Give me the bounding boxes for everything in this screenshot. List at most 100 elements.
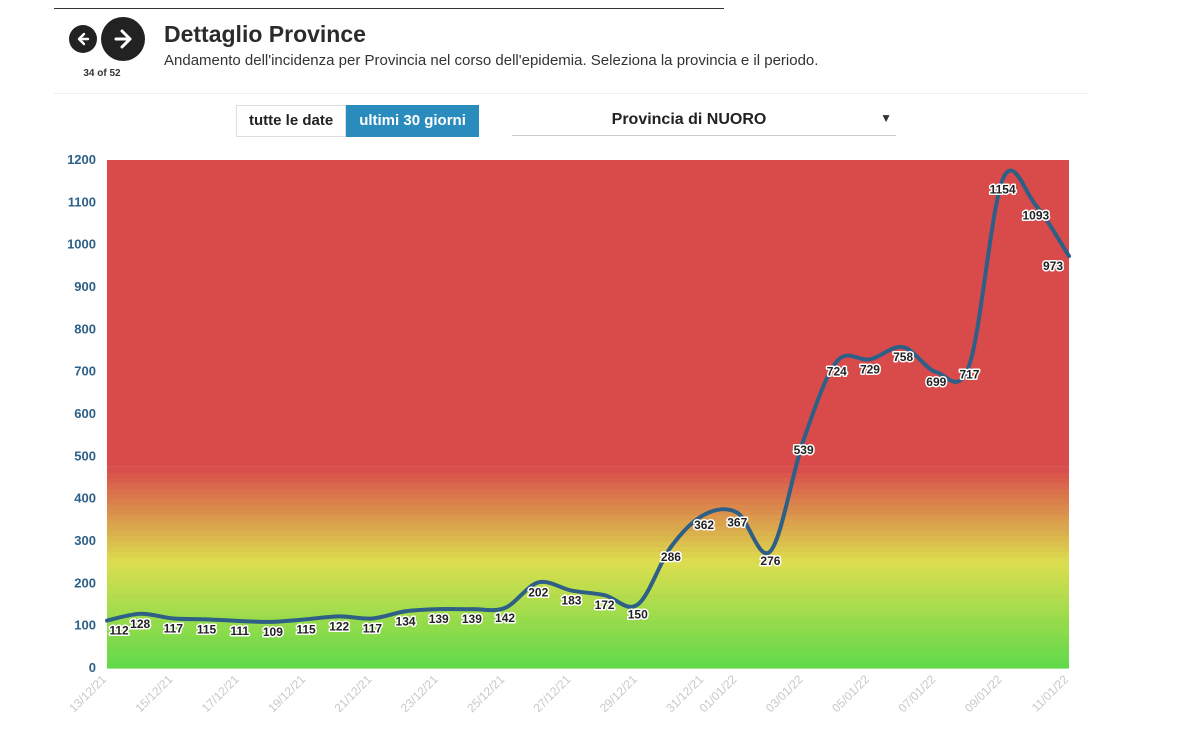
- y-tick-label: 500: [74, 448, 96, 463]
- top-divider: [54, 8, 724, 9]
- plot-background-band: [107, 630, 1069, 637]
- x-tick-label: 17/12/21: [199, 672, 242, 715]
- data-label: 362: [694, 518, 714, 532]
- data-label: 134: [396, 614, 416, 628]
- plot-background-band: [107, 662, 1069, 669]
- plot-background-band: [107, 562, 1069, 569]
- plot-background-band: [107, 652, 1069, 659]
- plot-background-band: [107, 546, 1069, 553]
- data-label: 699: [926, 375, 946, 389]
- province-select-value: Provincia di NUORO: [611, 111, 767, 128]
- plot-background-band: [107, 625, 1069, 632]
- data-label: 367: [727, 516, 747, 530]
- plot-background-band: [107, 535, 1069, 542]
- arrow-left-icon: [77, 32, 90, 46]
- y-tick-label: 800: [74, 321, 96, 336]
- data-label: 122: [329, 619, 349, 633]
- date-range-toggle: tutte le date ultimi 30 giorni: [236, 105, 479, 137]
- plot-background-band: [107, 604, 1069, 611]
- plot-background-band: [107, 530, 1069, 537]
- data-label: 128: [130, 617, 150, 631]
- province-select[interactable]: Provincia di NUORO ▼: [512, 105, 896, 136]
- data-label: 286: [661, 550, 681, 564]
- header-divider: [54, 93, 1088, 94]
- plot-background-band: [107, 615, 1069, 621]
- plot-background-band: [107, 556, 1069, 563]
- x-tick-label: 11/01/22: [1029, 672, 1072, 715]
- y-tick-label: 600: [74, 406, 96, 421]
- x-tick-label: 23/12/21: [398, 672, 441, 715]
- page-title: Dettaglio Province: [164, 21, 366, 47]
- data-label: 115: [296, 622, 316, 636]
- incidence-chart: 0 100 200 300 400 500 600 700 800 900 1000 1100 1200…: [66, 152, 1072, 715]
- slide-counter: 34 of 52: [83, 68, 121, 79]
- plot-background-band: [107, 609, 1069, 616]
- data-label: 202: [528, 585, 548, 599]
- plot-background-band: [107, 657, 1069, 664]
- data-label: 1154: [990, 182, 1016, 196]
- x-tick-label: 29/12/21: [597, 672, 640, 715]
- arrow-right-icon: [114, 29, 132, 49]
- x-tick-label: 09/01/22: [962, 672, 1005, 715]
- data-label: 724: [827, 365, 847, 379]
- plot-background-band: [107, 583, 1069, 590]
- next-button[interactable]: [101, 17, 145, 61]
- plot-background-band: [107, 567, 1069, 574]
- y-tick-label: 1000: [67, 237, 96, 252]
- data-label: 109: [263, 625, 283, 639]
- plot-background-band: [107, 514, 1069, 521]
- data-label: 717: [959, 367, 979, 381]
- all-dates-button[interactable]: tutte le date: [236, 105, 347, 137]
- plot-background-band: [107, 636, 1069, 643]
- plot-background-band: [107, 572, 1069, 579]
- x-tick-label: 13/12/21: [66, 672, 109, 715]
- plot-background-band: [107, 477, 1069, 484]
- series-line: [105, 168, 1071, 624]
- x-tick-label: 07/01/22: [895, 672, 938, 715]
- data-label: 111: [230, 624, 249, 638]
- y-tick-label: 900: [74, 279, 96, 294]
- x-tick-label: 19/12/21: [265, 672, 308, 715]
- plot-background-band: [107, 646, 1069, 653]
- data-label: 1093: [1022, 208, 1049, 222]
- plot-background-high: [107, 160, 1069, 467]
- y-tick-label: 1200: [67, 152, 96, 167]
- y-tick-label: 700: [74, 364, 96, 379]
- plot-background-band: [107, 578, 1069, 584]
- data-label: 139: [429, 612, 449, 626]
- plot-background-band: [107, 488, 1069, 494]
- previous-button[interactable]: [69, 25, 97, 53]
- plot-background-band: [107, 509, 1069, 516]
- y-tick-label: 100: [74, 618, 96, 633]
- x-tick-label: 01/01/22: [696, 672, 739, 715]
- data-label: 150: [628, 608, 648, 622]
- data-label: 276: [760, 554, 780, 568]
- data-label: 729: [860, 362, 880, 376]
- data-label: 172: [595, 598, 615, 612]
- data-label: 139: [462, 612, 482, 626]
- plot-background-band: [107, 493, 1069, 500]
- plot-background-band: [107, 551, 1069, 558]
- plot-background-band: [107, 641, 1069, 648]
- plot-background-band: [107, 503, 1069, 510]
- x-tick-label: 05/01/22: [829, 672, 872, 715]
- data-label: 539: [794, 443, 814, 457]
- y-tick-label: 300: [74, 533, 96, 548]
- x-tick-label: 27/12/21: [531, 672, 574, 715]
- last-30-days-button[interactable]: ultimi 30 giorni: [346, 105, 479, 137]
- plot-background-band: [107, 519, 1069, 526]
- plot-background-band: [107, 541, 1069, 547]
- y-tick-label: 0: [89, 660, 96, 675]
- data-label: 758: [893, 350, 913, 364]
- plot-background-band: [107, 466, 1069, 473]
- plot-background-band: [107, 525, 1069, 532]
- caret-down-icon: ▼: [880, 111, 892, 125]
- x-tick-label: 15/12/21: [133, 672, 176, 715]
- x-tick-label: 03/01/22: [763, 672, 806, 715]
- y-tick-label: 200: [74, 575, 96, 590]
- y-tick-label: 400: [74, 491, 96, 506]
- plot-background-band: [107, 599, 1069, 606]
- page-subtitle: Andamento dell'incidenza per Provincia n…: [164, 52, 819, 69]
- data-label: 183: [561, 594, 581, 608]
- x-tick-label: 25/12/21: [464, 672, 507, 715]
